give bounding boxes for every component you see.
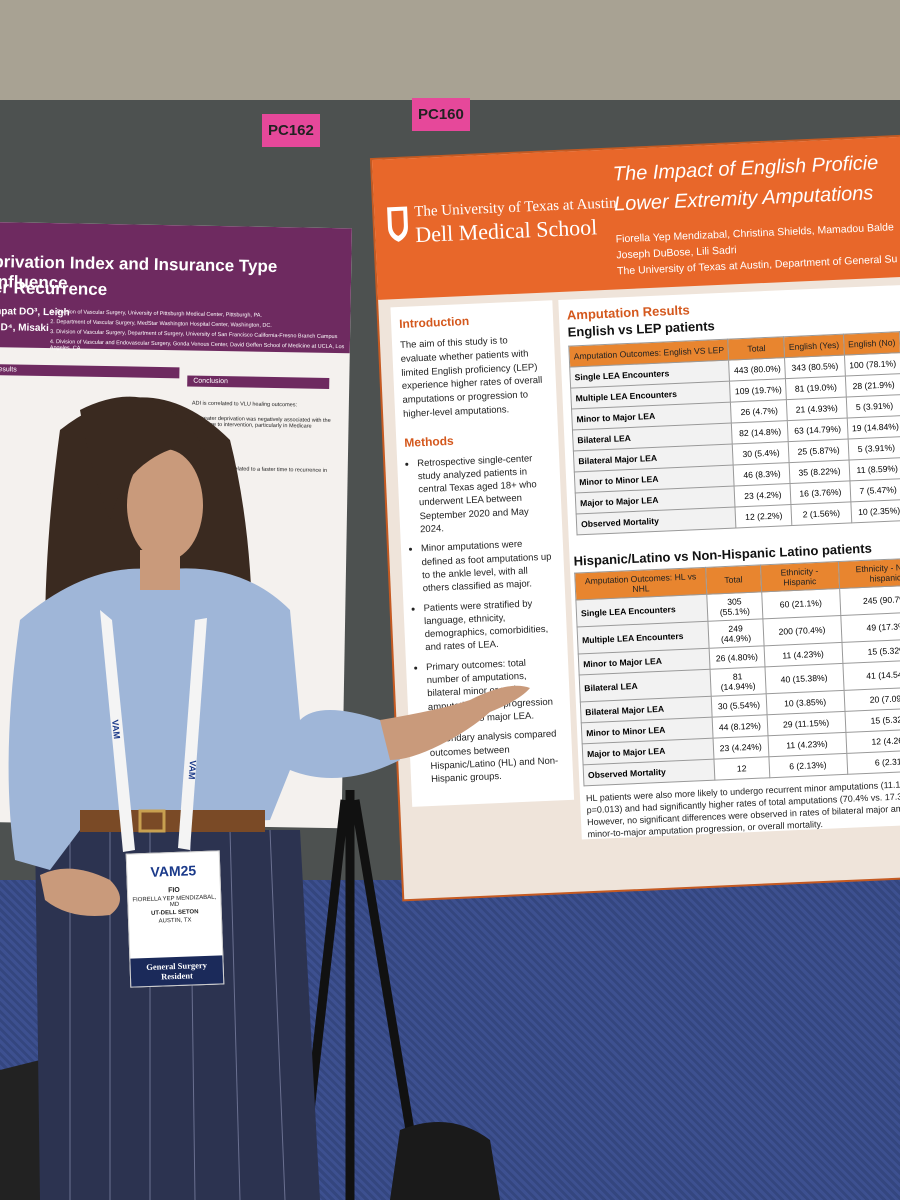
trousers (35, 830, 320, 1200)
badge-name: FIORELLA YEP MENDIZABAL, MD (132, 894, 217, 909)
badge-role: General Surgery Resident (130, 955, 224, 987)
name-badge: VAM25 FIO FIORELLA YEP MENDIZABAL, MD UT… (125, 850, 225, 988)
belt (80, 810, 265, 832)
bag (0, 1060, 50, 1200)
hand (40, 868, 120, 916)
badge-city: AUSTIN, TX (158, 917, 192, 925)
bag (390, 1122, 500, 1200)
neck (140, 550, 180, 590)
booth-label: PC160 (412, 98, 470, 131)
lanyard-text: VAM (110, 719, 122, 739)
booth-label: PC162 (262, 114, 320, 147)
main-poster: The University of Texas at Austin Dell M… (372, 133, 900, 900)
hair (80, 396, 205, 520)
logo-shield (387, 206, 408, 242)
lanyard (100, 610, 135, 852)
lanyard (178, 618, 207, 850)
face (127, 449, 203, 561)
belt-buckle (138, 809, 166, 833)
badge-event: VAM25 (150, 862, 197, 880)
arm (380, 685, 530, 760)
lanyard-text: VAM (187, 760, 198, 780)
